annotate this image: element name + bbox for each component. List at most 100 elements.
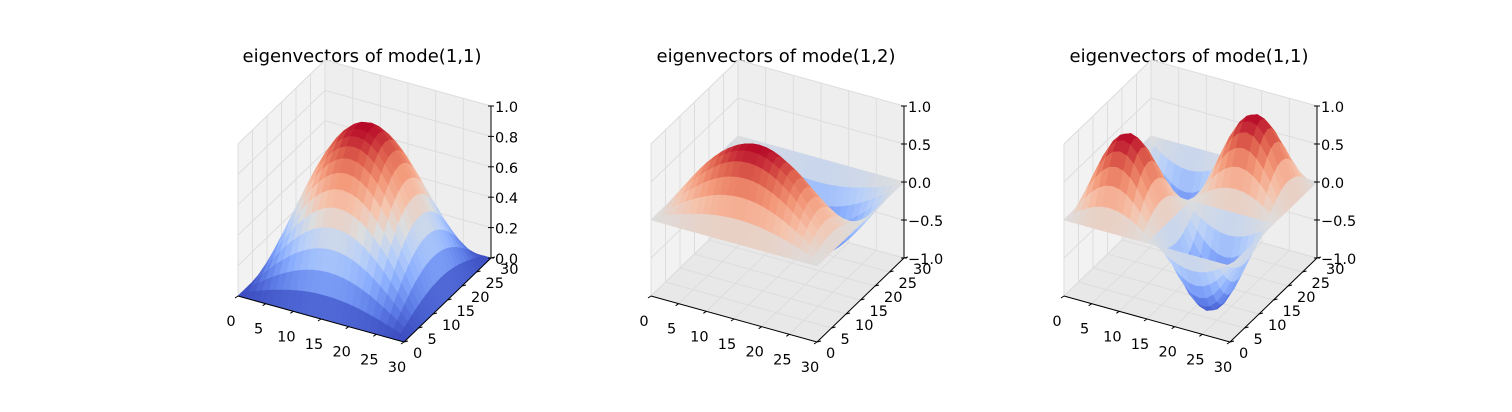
surface [650, 135, 905, 267]
x-tick-label: 0 [226, 314, 235, 330]
y-tick-label: 25 [486, 276, 504, 292]
x-tick-mark [730, 318, 735, 322]
y-tick-label: 30 [500, 262, 518, 278]
x-tick-label: 25 [1186, 352, 1204, 368]
y-tick-mark [816, 340, 822, 343]
y-tick-label: 0 [826, 346, 835, 362]
y-tick-mark [461, 284, 467, 287]
y-tick-label: 30 [913, 262, 931, 278]
z-tick-label: 0.0 [908, 176, 931, 192]
gridline [650, 97, 905, 183]
z-tick-label: −0.5 [908, 214, 943, 230]
y-tick-label: 25 [1312, 276, 1330, 292]
x-tick-mark [262, 303, 266, 307]
x-tick-label: 5 [1080, 322, 1089, 338]
z-tick-label: 0.0 [495, 252, 518, 268]
y-tick-label: 15 [1283, 304, 1301, 320]
surface-patch [809, 257, 822, 267]
z-tick-label: 0.5 [908, 138, 931, 154]
x-tick-label: 20 [745, 345, 763, 361]
y-tick-label: 15 [870, 304, 888, 320]
x-tick-label: 20 [1158, 345, 1176, 361]
x-tick-mark [373, 333, 377, 337]
x-tick-mark [1060, 295, 1065, 299]
x-tick-label: 25 [360, 352, 378, 368]
x-tick-label: 10 [1103, 329, 1121, 345]
y-tick-mark [403, 340, 409, 343]
x-tick-mark [1088, 303, 1092, 307]
y-tick-mark [845, 312, 851, 315]
gridline [237, 120, 492, 206]
gridline [237, 150, 492, 236]
y-tick-label: 20 [471, 290, 489, 306]
y-tick-mark [432, 312, 438, 315]
x-tick-mark [703, 310, 707, 314]
panel-title: eigenvectors of mode(1,1) [1070, 46, 1309, 67]
z-tick-label: 0.4 [495, 191, 518, 207]
z-tick-label: 1.0 [1321, 100, 1344, 116]
y-tick-mark [418, 326, 423, 329]
y-tick-mark [889, 270, 894, 273]
x-tick-mark [1199, 333, 1203, 337]
x-tick-label: 20 [332, 345, 350, 361]
x-tick-label: 10 [690, 329, 708, 345]
x-tick-label: 30 [1214, 360, 1232, 376]
x-tick-mark [813, 341, 818, 345]
y-tick-mark [1229, 340, 1235, 343]
y-tick-mark [1287, 284, 1293, 287]
y-tick-mark [476, 270, 481, 273]
panel-title: eigenvectors of mode(1,1) [243, 46, 482, 67]
z-tick-label: 0.0 [1321, 176, 1344, 192]
x-tick-label: 10 [277, 329, 295, 345]
y-tick-label: 30 [1326, 262, 1344, 278]
x-tick-label: 30 [388, 360, 406, 376]
x-tick-mark [234, 295, 239, 299]
y-tick-label: 15 [457, 304, 475, 320]
y-tick-label: 10 [855, 318, 873, 334]
x-tick-mark [345, 326, 349, 330]
z-tick-label: −0.5 [1321, 214, 1356, 230]
y-tick-mark [1258, 312, 1264, 315]
z-tick-label: 1.0 [908, 100, 931, 116]
y-tick-label: 20 [1297, 290, 1315, 306]
y-tick-mark [874, 284, 880, 287]
y-tick-mark [1244, 326, 1249, 329]
gridline [1063, 59, 1318, 145]
z-tick-label: −1.0 [908, 252, 943, 268]
surface-plot-mode-1-2: eigenvectors of mode(1,2) 0 5 10 15 20 25 3005… [639, 46, 943, 376]
z-tick-label: −1.0 [1321, 252, 1356, 268]
gridline [237, 89, 492, 175]
panel-title: eigenvectors of mode(1,2) [657, 46, 896, 67]
x-tick-mark [1116, 310, 1120, 314]
y-tick-mark [1302, 270, 1307, 273]
x-tick-mark [1226, 341, 1231, 345]
x-tick-label: 0 [639, 314, 648, 330]
y-tick-label: 5 [1254, 332, 1263, 348]
x-tick-label: 5 [254, 322, 263, 338]
x-tick-label: 5 [667, 322, 676, 338]
y-tick-mark [860, 298, 865, 301]
surface-plot-mode-1-1: eigenvectors of mode(1,1) 0 5 10 15 20 25 3005… [226, 46, 518, 376]
x-tick-mark [675, 303, 679, 307]
x-tick-mark [647, 295, 652, 299]
z-tick-label: 1.0 [495, 100, 518, 116]
x-tick-mark [317, 318, 322, 322]
y-tick-mark [447, 298, 452, 301]
x-tick-label: 15 [1131, 337, 1149, 353]
x-tick-mark [290, 310, 294, 314]
y-tick-label: 0 [1239, 346, 1248, 362]
z-tick-label: 0.5 [1321, 138, 1344, 154]
z-tick-label: 0.6 [495, 161, 518, 177]
z-tick-label: 0.2 [495, 222, 518, 238]
x-tick-label: 30 [801, 360, 819, 376]
x-tick-label: 15 [718, 337, 736, 353]
x-tick-mark [786, 333, 790, 337]
gridline [237, 59, 492, 145]
x-tick-label: 15 [305, 337, 323, 353]
y-tick-label: 0 [413, 346, 422, 362]
surface-plot-mode-2-2: eigenvectors of mode(1,1) 0 5 10 15 20 25 3005… [1052, 46, 1356, 376]
z-tick-label: 0.8 [495, 130, 518, 146]
y-tick-label: 25 [899, 276, 917, 292]
y-tick-label: 20 [884, 290, 902, 306]
